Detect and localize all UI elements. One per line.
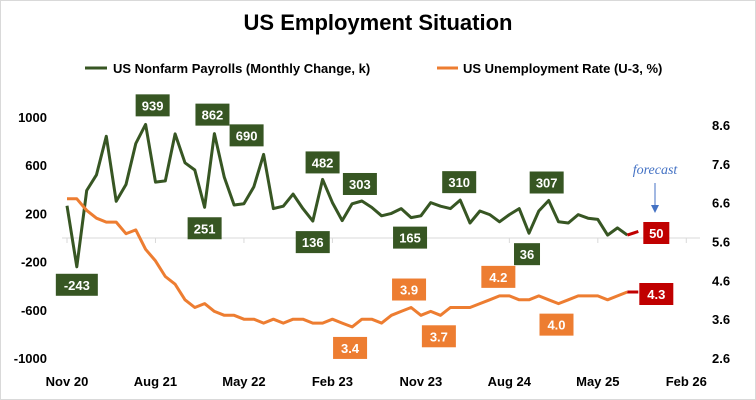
forecast-label-text: 4.3 — [647, 287, 665, 302]
payrolls-forecast-segment — [626, 230, 639, 237]
right-axis-tick-label: 3.6 — [712, 312, 730, 327]
chart-title: US Employment Situation — [244, 10, 513, 35]
x-tick-label: Feb 26 — [666, 374, 707, 389]
right-axis-tick-label: 4.6 — [712, 273, 730, 288]
data-label: 862 — [195, 103, 230, 126]
data-label: 303 — [342, 172, 377, 195]
x-tick-label: Aug 21 — [134, 374, 177, 389]
data-label-box — [539, 313, 574, 336]
left-axis-tick-label: 600 — [25, 158, 47, 173]
left-axis-tick-label: -200 — [21, 255, 47, 270]
left-axis-tick-label: 200 — [25, 206, 47, 221]
right-axis-tick-label: 7.6 — [712, 157, 730, 172]
x-tick-label: May 22 — [222, 374, 265, 389]
data-label-text: 4.2 — [489, 270, 507, 285]
data-label: 482 — [305, 151, 340, 174]
data-label: 3.7 — [421, 325, 456, 348]
data-label: 690 — [229, 124, 264, 147]
data-label-box — [229, 124, 264, 147]
forecast-label-box — [643, 222, 670, 244]
data-label: 310 — [442, 171, 477, 194]
data-label: 307 — [529, 171, 564, 194]
unemployment-line — [67, 197, 628, 329]
data-label-box — [342, 172, 377, 195]
left-axis-tick-label: 1000 — [18, 110, 47, 125]
legend-label-unemployment: US Unemployment Rate (U-3, %) — [463, 61, 662, 76]
data-label-box — [421, 325, 456, 348]
data-label: 3.9 — [392, 278, 427, 301]
data-label-text: 165 — [399, 231, 421, 246]
right-axis-tick-label: 8.6 — [712, 118, 730, 133]
data-label: 251 — [187, 217, 222, 240]
data-label-box — [187, 217, 222, 240]
data-label: 136 — [295, 231, 330, 254]
data-label-text: 482 — [312, 155, 334, 170]
data-label: 939 — [135, 94, 170, 117]
forecast-arrow-icon — [651, 205, 659, 213]
data-label-text: 3.4 — [341, 341, 360, 356]
forecast-label-text: 50 — [649, 226, 663, 241]
data-label-text: 307 — [536, 176, 558, 191]
data-label-box — [393, 226, 428, 249]
data-label: 36 — [514, 243, 541, 266]
x-tick-label: Aug 24 — [488, 374, 532, 389]
data-label-text: 939 — [142, 98, 164, 113]
forecast-label: 4.3 — [639, 283, 674, 305]
legend-label-payrolls: US Nonfarm Payrolls (Monthly Change, k) — [113, 61, 370, 76]
right-axis-tick-label: 2.6 — [712, 351, 730, 366]
legend: US Nonfarm Payrolls (Monthly Change, k) … — [85, 61, 662, 76]
data-label-box — [195, 103, 230, 126]
forecast-annotation: forecast — [633, 163, 679, 178]
data-label-box — [333, 336, 368, 359]
x-tick-label: Nov 23 — [400, 374, 443, 389]
data-label: 4.0 — [539, 313, 574, 336]
data-label-text: 690 — [236, 128, 258, 143]
payrolls-line — [65, 122, 629, 269]
data-label-box — [529, 171, 564, 194]
data-label-box — [135, 94, 170, 117]
right-axis-tick-label: 6.6 — [712, 196, 730, 211]
data-label: 4.2 — [481, 265, 516, 288]
x-tick-label: May 25 — [576, 374, 619, 389]
data-label-box — [392, 278, 427, 301]
data-label-text: 136 — [302, 235, 324, 250]
left-axis-tick-label: -1000 — [14, 351, 47, 366]
data-label-text: 36 — [520, 247, 534, 262]
data-label-text: 3.7 — [430, 329, 448, 344]
data-label-box — [55, 273, 98, 296]
data-label: 165 — [393, 226, 428, 249]
forecast-label: 50 — [643, 222, 670, 244]
data-label-box — [442, 171, 477, 194]
data-label-box — [481, 265, 516, 288]
data-label-text: 303 — [349, 177, 371, 192]
x-tick-label: Nov 20 — [46, 374, 89, 389]
data-label-text: 310 — [448, 175, 470, 190]
data-label-text: -243 — [64, 278, 90, 293]
data-label-text: 862 — [202, 108, 224, 123]
x-tick-label: Feb 23 — [312, 374, 353, 389]
data-label-text: 251 — [194, 221, 216, 236]
data-label-box — [295, 231, 330, 254]
forecast-label-box — [639, 283, 674, 305]
data-label-text: 4.0 — [547, 318, 565, 333]
data-label: -243 — [55, 273, 98, 296]
right-axis-tick-label: 5.6 — [712, 235, 730, 250]
data-label-text: 3.9 — [400, 283, 418, 298]
data-label-box — [514, 243, 541, 266]
left-axis-tick-label: -600 — [21, 303, 47, 318]
data-label-box — [305, 151, 340, 174]
data-label: 3.4 — [333, 336, 368, 359]
